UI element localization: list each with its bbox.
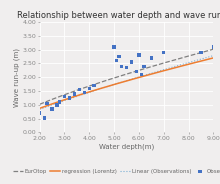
Linear (Observations) — [212, 54, 215, 57]
Observation — [38, 112, 41, 115]
Observation — [140, 73, 143, 76]
Linear (Observations) — [39, 108, 42, 110]
Observation — [199, 51, 203, 54]
regression (Lorentz) — [141, 75, 144, 78]
EurOtop — [185, 56, 187, 58]
EurOtop — [212, 48, 215, 50]
Observation — [135, 70, 138, 73]
Observation — [73, 92, 76, 95]
Linear (Observations) — [196, 59, 198, 61]
Title: Relationship between water depth and wave run-up: Relationship between water depth and wav… — [17, 11, 220, 20]
Observation — [55, 103, 59, 106]
Observation — [68, 96, 71, 99]
Observation — [88, 87, 91, 90]
EurOtop — [145, 67, 147, 69]
Line: Linear (Observations): Linear (Observations) — [40, 56, 213, 109]
Observation — [120, 65, 123, 68]
Line: EurOtop: EurOtop — [40, 49, 213, 104]
Linear (Observations) — [145, 74, 147, 76]
Observation — [212, 45, 215, 48]
regression (Lorentz) — [39, 107, 42, 109]
Observation — [162, 51, 165, 54]
Observation — [50, 107, 54, 110]
Linear (Observations) — [38, 108, 41, 111]
EurOtop — [141, 68, 144, 70]
EurOtop — [39, 103, 42, 105]
Observation — [92, 84, 96, 87]
Observation — [63, 95, 66, 98]
regression (Lorentz) — [212, 57, 215, 59]
Observation — [150, 56, 153, 59]
regression (Lorentz) — [185, 64, 187, 66]
Linear (Observations) — [185, 62, 187, 64]
Observation — [125, 66, 128, 69]
Observation — [58, 101, 61, 104]
Line: regression (Lorentz): regression (Lorentz) — [40, 58, 213, 108]
Observation — [142, 65, 146, 68]
Observation — [115, 59, 118, 62]
EurOtop — [38, 103, 41, 105]
regression (Lorentz) — [142, 75, 144, 77]
Observation — [43, 117, 46, 120]
Observation — [112, 45, 116, 48]
Observation — [82, 91, 86, 94]
regression (Lorentz) — [196, 61, 198, 63]
EurOtop — [196, 53, 198, 55]
Linear (Observations) — [142, 75, 144, 77]
Observation — [130, 61, 133, 64]
Observation — [137, 54, 141, 57]
X-axis label: Water depth(m): Water depth(m) — [99, 144, 154, 150]
Observation — [45, 102, 49, 105]
Legend: EurOtop, regression (Lorentz), Linear (Observations), Observation: EurOtop, regression (Lorentz), Linear (O… — [11, 167, 220, 176]
regression (Lorentz) — [38, 107, 41, 109]
Observation — [117, 55, 121, 58]
Linear (Observations) — [141, 75, 144, 77]
Observation — [78, 88, 81, 91]
Y-axis label: Wave run-up (m): Wave run-up (m) — [13, 48, 20, 107]
EurOtop — [142, 68, 144, 70]
regression (Lorentz) — [145, 74, 147, 77]
